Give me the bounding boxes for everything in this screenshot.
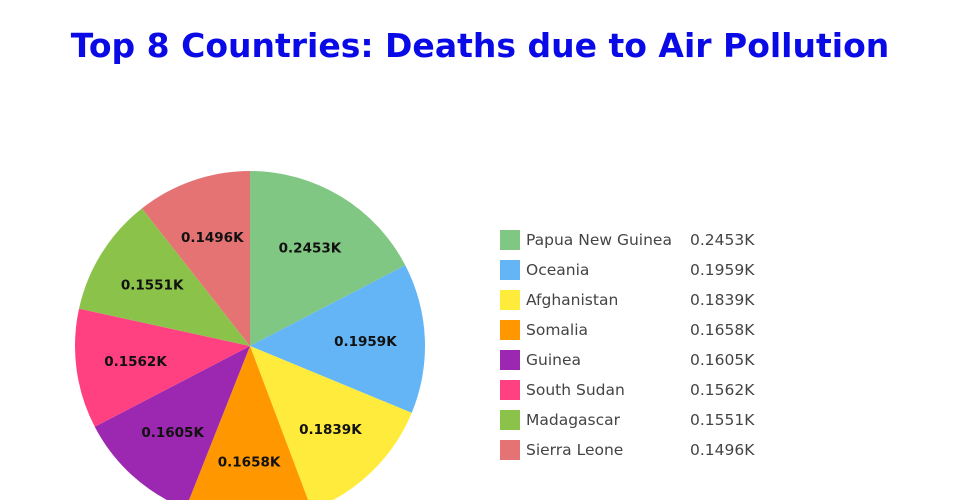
legend-item[interactable]: South Sudan 0.1562K xyxy=(500,375,800,405)
pie-slice-labels: 0.2453K 0.1959K 0.1839K 0.1658K 0.1605K 0.156… xyxy=(104,230,397,471)
pie-slice-papua-new-guinea[interactable] xyxy=(250,171,406,346)
legend-item[interactable]: Papua New Guinea 0.2453K xyxy=(500,225,800,255)
legend-value: 0.1605K xyxy=(690,351,755,369)
slice-value-label: 0.1496K xyxy=(181,230,244,246)
legend-label: Afghanistan xyxy=(526,291,619,309)
legend-item[interactable]: Somalia 0.1658K xyxy=(500,315,800,345)
legend-swatch xyxy=(500,440,520,460)
slice-value-label: 0.1959K xyxy=(334,334,397,350)
pie-slice-guinea[interactable] xyxy=(94,346,250,500)
pie-slice-sierra-leone[interactable] xyxy=(141,171,250,346)
legend-label: Papua New Guinea xyxy=(526,231,672,249)
legend: Papua New Guinea 0.2453K Oceania 0.1959K Afg… xyxy=(500,225,800,465)
legend-label: Somalia xyxy=(526,321,589,339)
legend-value: 0.1839K xyxy=(690,291,755,309)
slice-value-label: 0.1562K xyxy=(104,354,167,370)
legend-item[interactable]: Oceania 0.1959K xyxy=(500,255,800,285)
legend-item[interactable]: Sierra Leone 0.1496K xyxy=(500,435,800,465)
pie-slice-oceania[interactable] xyxy=(250,265,425,413)
legend-swatch xyxy=(500,230,520,250)
pie-slice-somalia[interactable] xyxy=(186,346,312,500)
legend-value: 0.1959K xyxy=(690,261,755,279)
pie-slice-afghanistan[interactable] xyxy=(250,346,412,500)
slice-value-label: 0.2453K xyxy=(279,240,342,256)
legend-value: 0.1496K xyxy=(690,441,755,459)
legend-label: South Sudan xyxy=(526,381,625,399)
legend-item[interactable]: Guinea 0.1605K xyxy=(500,345,800,375)
legend-label: Sierra Leone xyxy=(526,441,624,459)
legend-value: 0.1562K xyxy=(690,381,755,399)
legend-swatch xyxy=(500,380,520,400)
legend-swatch xyxy=(500,260,520,280)
legend-item[interactable]: Afghanistan 0.1839K xyxy=(500,285,800,315)
legend-value: 0.1658K xyxy=(690,321,755,339)
legend-value: 0.1551K xyxy=(690,411,755,429)
legend-label: Madagascar xyxy=(526,411,621,429)
slice-value-label: 0.1839K xyxy=(299,422,362,438)
legend-swatch xyxy=(500,290,520,310)
pie-slices xyxy=(74,171,425,500)
slice-value-label: 0.1658K xyxy=(218,454,281,470)
chart-title: Top 8 Countries: Deaths due to Air Pollu… xyxy=(70,26,890,65)
legend-value: 0.2453K xyxy=(690,231,755,249)
legend-label: Guinea xyxy=(526,351,581,369)
legend-label: Oceania xyxy=(526,261,590,279)
legend-swatch xyxy=(500,410,520,430)
slice-value-label: 0.1605K xyxy=(141,425,204,441)
pie-slice-madagascar[interactable] xyxy=(79,208,250,346)
legend-item[interactable]: Madagascar 0.1551K xyxy=(500,405,800,435)
legend-swatch xyxy=(500,320,520,340)
legend-swatch xyxy=(500,350,520,370)
pie-slice-south-sudan[interactable] xyxy=(74,308,250,427)
slice-value-label: 0.1551K xyxy=(121,278,184,294)
